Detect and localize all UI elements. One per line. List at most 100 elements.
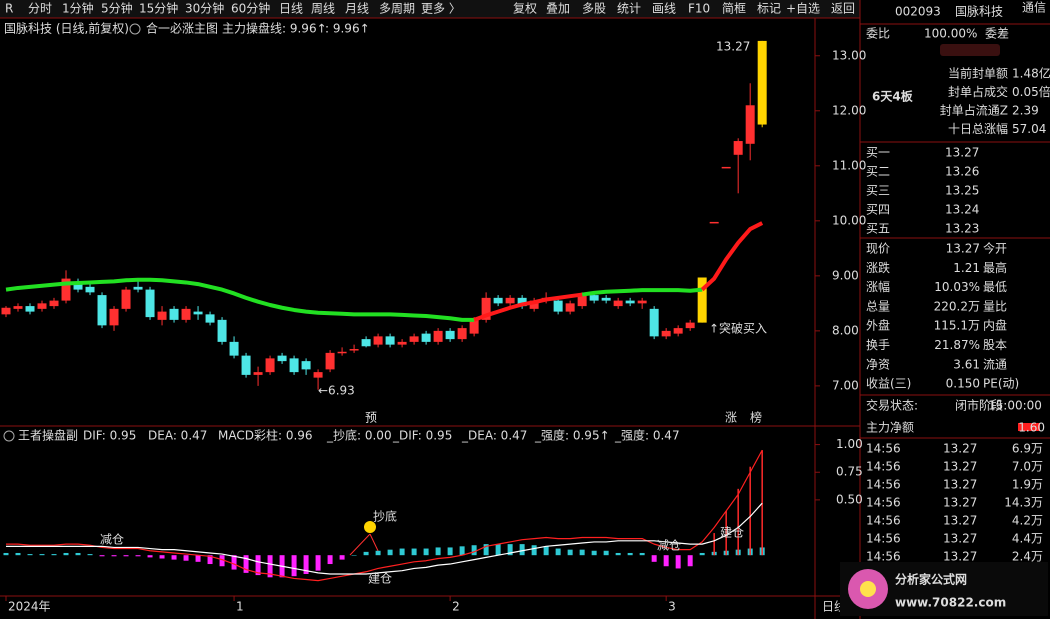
bid-label: 买一 <box>866 146 890 160</box>
quote-value: 21.87% <box>934 338 980 352</box>
toolbar-button[interactable]: 60分钟 <box>231 1 270 16</box>
candle-body <box>49 300 59 307</box>
bid-price: 13.25 <box>945 184 979 198</box>
ratio-label: 委比 <box>866 27 890 41</box>
quote-label: 今开 <box>983 241 1007 256</box>
macd-bar <box>447 547 453 556</box>
toolbar-button[interactable]: 返回 <box>831 2 855 16</box>
x-tick-label: 2 <box>452 600 460 614</box>
stock-code: 002093 <box>895 5 941 19</box>
trade-volume: 1.9万 <box>1012 478 1043 492</box>
y-tick-label: 10.00 <box>832 213 866 227</box>
candle-body <box>385 336 395 345</box>
candle-body <box>145 289 155 318</box>
toolbar-button[interactable]: 标记 <box>757 2 781 16</box>
candle-body <box>85 286 95 293</box>
macd-bar <box>135 555 141 557</box>
seal-label: 当前封单额 <box>948 66 1008 81</box>
candle-body <box>205 314 215 323</box>
macd-bar <box>303 555 309 574</box>
macd-bar <box>567 549 573 556</box>
candle-body <box>661 330 671 337</box>
macd-bar <box>207 555 213 565</box>
toolbar-button[interactable]: 15分钟 <box>139 1 178 16</box>
candle-body <box>457 328 467 340</box>
macd-bar <box>483 544 489 556</box>
toolbar-button[interactable]: 更多 〉 <box>421 2 461 16</box>
macd-bar <box>267 555 273 578</box>
quote-label: 最高 <box>983 260 1007 275</box>
toolbar-button[interactable]: 1分钟 <box>62 1 94 16</box>
toolbar-button[interactable]: 多周期 <box>379 2 415 16</box>
indicator-icon[interactable] <box>129 23 141 35</box>
candle-body <box>685 322 695 329</box>
watermark-url: www.70822.com <box>895 596 1006 610</box>
macd-bar <box>495 544 501 556</box>
macd-bar <box>231 555 237 570</box>
candle-body <box>505 297 515 304</box>
toolbar-button[interactable]: 5分钟 <box>101 1 133 16</box>
macd-bar <box>615 552 621 556</box>
candle-body <box>169 308 179 320</box>
toolbar-button[interactable]: 多股 <box>582 2 606 16</box>
toolbar-button[interactable]: 周线 <box>311 2 335 16</box>
quote-label: PE(动) <box>983 377 1019 391</box>
legend-entry: _强度: 0.47 <box>614 428 680 443</box>
seal-value: 0.05倍 <box>1012 84 1050 99</box>
x-tick-label: 1 <box>236 600 244 614</box>
toolbar-button[interactable]: 日线 <box>279 2 303 16</box>
indicator-icon[interactable] <box>3 430 15 442</box>
quote-label: 净资 <box>866 357 890 371</box>
status-label: 交易状态: <box>866 398 918 413</box>
seal-label: 封单占成交 <box>948 84 1008 99</box>
candle-body <box>349 349 359 351</box>
candle-body <box>697 277 707 323</box>
toolbar-button[interactable]: 月线 <box>345 2 369 16</box>
quote-value: 13.27 <box>946 242 980 256</box>
macd-bar <box>627 552 633 556</box>
toolbar-button[interactable]: 统计 <box>617 2 641 16</box>
toolbar-button[interactable]: R <box>5 2 13 16</box>
candle-body <box>133 286 143 290</box>
quote-label: 外盘 <box>866 318 890 333</box>
x-tick-label: 2024年 <box>8 600 51 614</box>
macd-bar <box>411 548 417 556</box>
candle-body <box>517 297 527 307</box>
candle-body <box>433 330 443 342</box>
macd-bar <box>423 548 429 556</box>
macd-bar <box>171 555 177 560</box>
flow-label: 主力净额 <box>866 421 914 435</box>
toolbar-button[interactable]: 30分钟 <box>185 1 224 16</box>
trade-price: 13.27 <box>943 550 977 564</box>
macd-bar <box>315 555 321 571</box>
toolbar-button[interactable]: +自选 <box>786 2 820 16</box>
flow-bar <box>1018 423 1040 431</box>
toolbar-button[interactable]: 复权 <box>513 2 537 16</box>
candle-body <box>445 330 455 340</box>
bid-price: 13.27 <box>945 146 979 160</box>
bid-price: 13.23 <box>945 222 979 236</box>
macd-bar <box>291 555 297 577</box>
candle-body <box>61 278 71 301</box>
signal-label: 建仓 <box>720 526 744 540</box>
toolbar-button[interactable]: 画线 <box>652 2 676 16</box>
collapse-button[interactable] <box>940 44 1000 56</box>
bid-label: 买三 <box>866 184 890 198</box>
macd-bar <box>591 550 597 556</box>
toolbar-button[interactable]: F10 <box>688 2 710 16</box>
toolbar-button[interactable]: 叠加 <box>546 2 570 16</box>
toolbar-button[interactable]: 简框 <box>722 2 746 16</box>
seal-value: 1.48亿 <box>1012 66 1050 81</box>
trade-time: 14:56 <box>866 514 901 528</box>
quote-value: 1.21 <box>953 261 980 275</box>
candle-body <box>13 306 23 309</box>
macd-bar <box>399 548 405 556</box>
macd-bar <box>111 555 117 557</box>
signal-spike <box>349 533 371 556</box>
trade-price: 13.27 <box>943 496 977 510</box>
trade-time: 14:56 <box>866 532 901 546</box>
candle-body <box>97 295 107 326</box>
toolbar-button[interactable]: 分时 <box>28 2 52 16</box>
candle-body <box>37 303 47 309</box>
macd-bar <box>543 546 549 556</box>
